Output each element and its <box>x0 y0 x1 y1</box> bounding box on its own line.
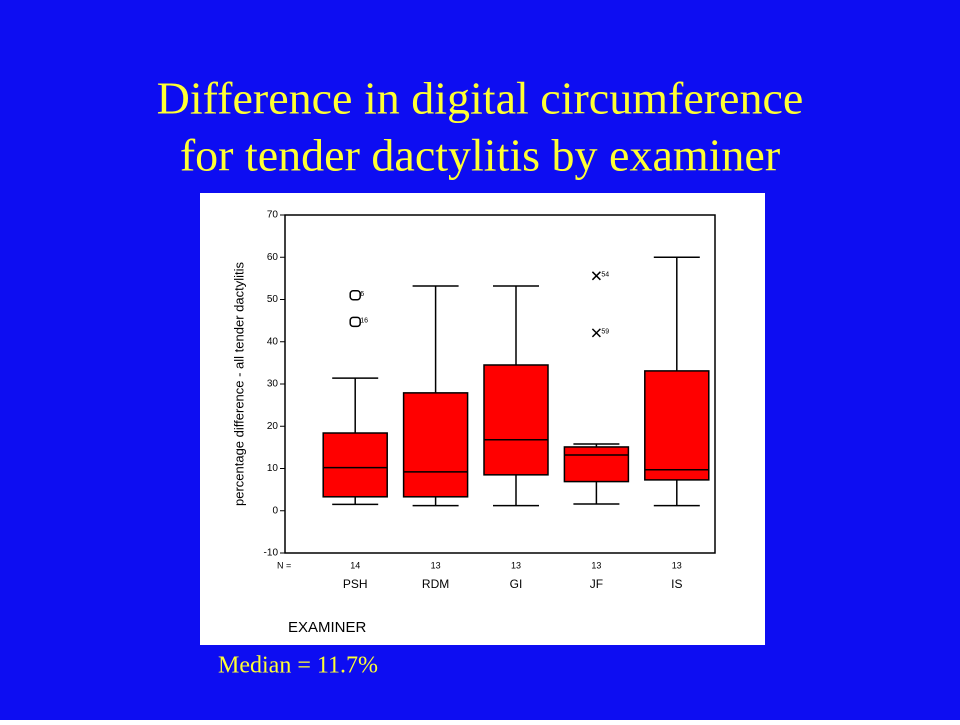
y-tick-label: 70 <box>267 210 279 221</box>
outlier <box>591 328 601 338</box>
y-tick-label: 40 <box>267 336 279 347</box>
n-count: 13 <box>591 560 601 570</box>
box <box>322 432 388 498</box>
n-count: 13 <box>431 560 441 570</box>
outlier-label: 59 <box>601 329 609 336</box>
x-tick-label: IS <box>671 577 682 591</box>
n-count: 14 <box>350 560 360 570</box>
outlier <box>591 271 601 281</box>
x-tick-label: PSH <box>343 577 368 591</box>
y-tick-label: 20 <box>267 421 279 432</box>
outlier <box>349 290 361 301</box>
title-line: for tender dactylitis by examiner <box>180 130 780 181</box>
outlier-label: 6 <box>360 291 364 298</box>
box <box>563 446 630 483</box>
y-tick-label: 50 <box>267 294 279 305</box>
y-tick-label: 0 <box>272 505 278 516</box>
x-axis-label: EXAMINER <box>288 619 367 636</box>
outlier-label: 16 <box>360 318 368 325</box>
box <box>644 370 710 481</box>
x-tick-label: JF <box>590 577 603 591</box>
y-tick-label: 60 <box>267 252 279 263</box>
title-line: Difference in digital circumference <box>157 73 804 124</box>
n-count: 13 <box>511 560 521 570</box>
y-axis-label: percentage difference - all tender dacty… <box>231 261 246 506</box>
y-tick-label: 10 <box>267 463 279 474</box>
y-tick-label: 30 <box>267 379 279 390</box>
outlier <box>349 316 361 328</box>
box <box>483 364 549 476</box>
n-count: 13 <box>672 560 682 570</box>
outlier-label: 54 <box>601 272 609 279</box>
footnote: Median = 11.7% <box>218 653 378 679</box>
box <box>402 392 469 498</box>
y-tick-label: -10 <box>264 548 279 559</box>
x-tick-label: RDM <box>422 577 449 591</box>
x-tick-label: GI <box>510 577 523 591</box>
n-label: N = <box>277 560 291 570</box>
